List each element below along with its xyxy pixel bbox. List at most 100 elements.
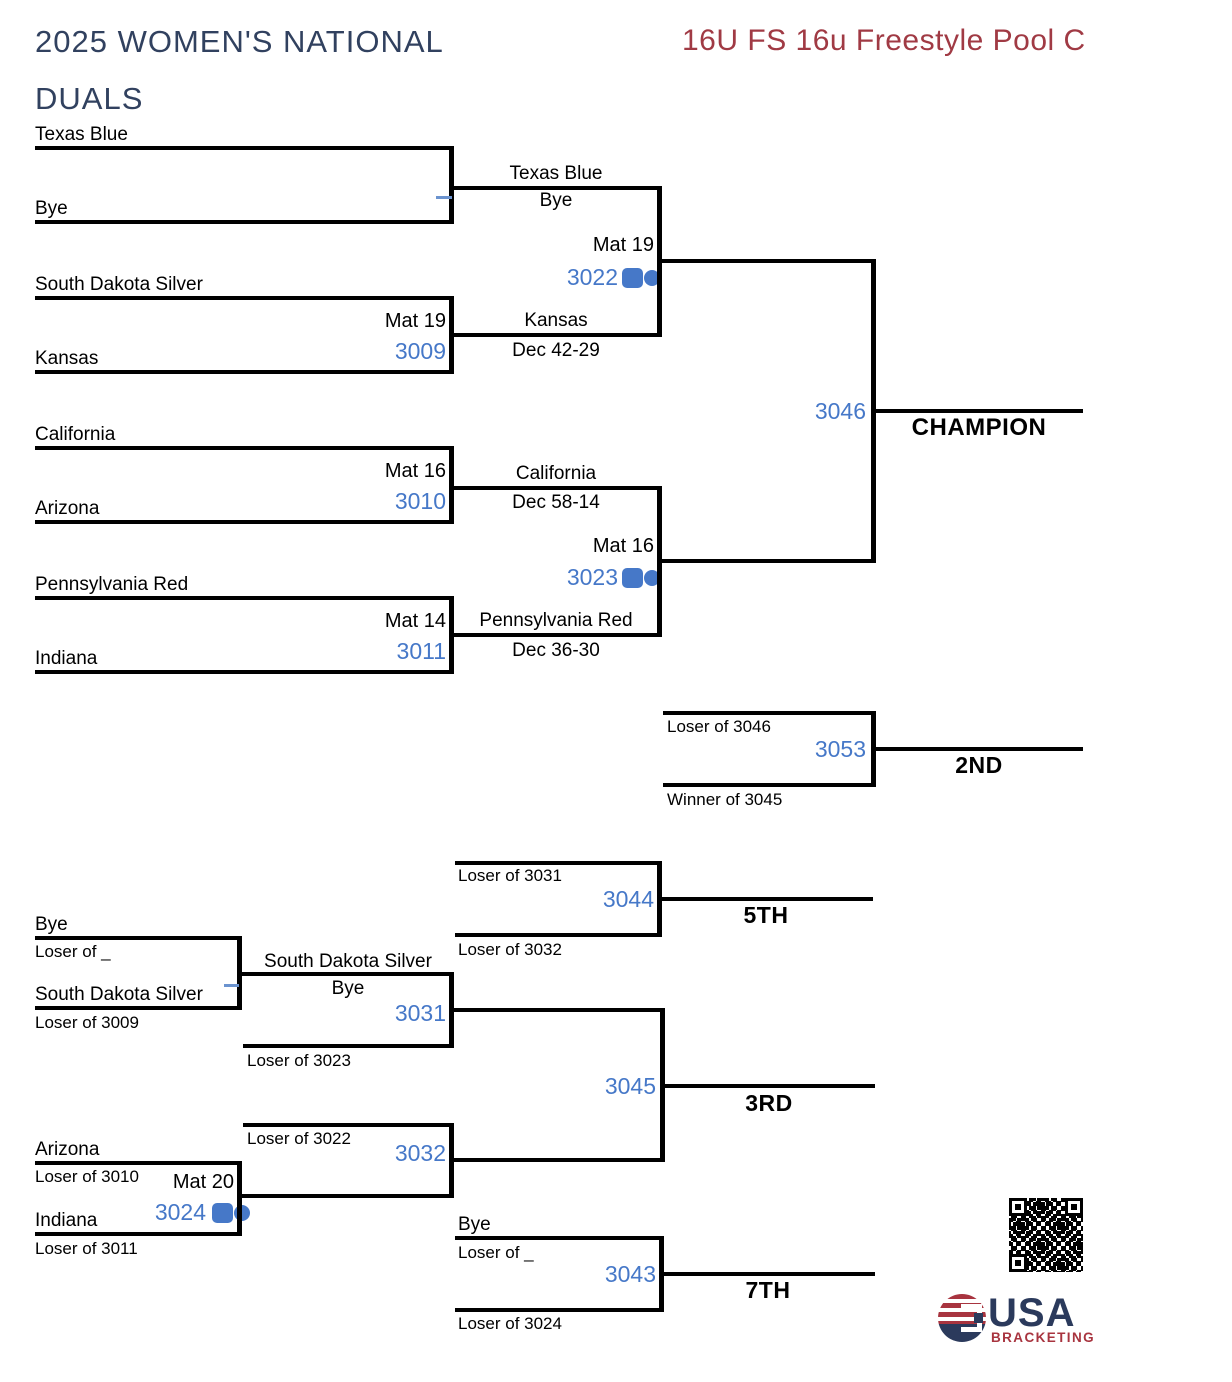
mat-assignment: Mat 19 xyxy=(592,234,654,256)
bracket-line xyxy=(871,711,876,787)
bout-number[interactable]: 3010 xyxy=(394,488,446,514)
bout-number[interactable]: 3011 xyxy=(396,638,446,664)
bracket-line xyxy=(452,633,660,637)
bracket-line xyxy=(455,1236,662,1240)
mat-assignment: Mat 16 xyxy=(384,460,446,482)
team-name: South Dakota Silver xyxy=(35,274,203,295)
slot-label: Winner of 3045 xyxy=(667,790,783,809)
bracket-glyph-icon xyxy=(974,1313,983,1323)
bout-number[interactable]: 3046 xyxy=(814,398,866,424)
video-camera-body-icon xyxy=(622,268,643,288)
video-camera-body-icon xyxy=(212,1203,233,1223)
bracket-line xyxy=(35,1006,240,1010)
slot-label: Loser of 3009 xyxy=(35,1013,139,1032)
bout-number[interactable]: 3053 xyxy=(814,736,866,762)
score-dash xyxy=(436,196,452,199)
result-label: Dec 42-29 xyxy=(512,340,600,361)
champion-line xyxy=(875,409,1083,413)
slot-label: Loser of 3023 xyxy=(247,1051,351,1070)
video-camera-lens-icon xyxy=(644,570,660,586)
qr-finder-icon xyxy=(1009,1254,1027,1272)
video-camera-lens-icon xyxy=(644,270,660,286)
bracket-line xyxy=(455,1308,662,1312)
bracket-line xyxy=(659,1236,664,1312)
bout-number[interactable]: 3032 xyxy=(394,1140,446,1166)
slot-label: Loser of 3032 xyxy=(458,940,562,959)
logo-text-bracketing: BRACKETING xyxy=(991,1330,1095,1345)
bout-number[interactable]: 3024 xyxy=(154,1199,206,1225)
bracket-line xyxy=(660,1008,665,1162)
bracket-line xyxy=(452,1008,663,1012)
bracket-line xyxy=(663,783,875,787)
bracket-line xyxy=(662,1272,875,1276)
bracket-line xyxy=(35,1161,240,1165)
bracket-line xyxy=(660,259,875,263)
bracket-line xyxy=(237,936,242,1010)
result-label: Dec 36-30 xyxy=(512,640,600,661)
bracket-line xyxy=(871,259,876,563)
bout-number[interactable]: 3031 xyxy=(394,1000,446,1026)
bout-number[interactable]: 3043 xyxy=(604,1261,656,1287)
team-name: South Dakota Silver xyxy=(264,951,432,972)
team-name: Pennsylvania Red xyxy=(479,610,633,631)
bracket-line xyxy=(452,333,660,337)
bout-number[interactable]: 3023 xyxy=(566,564,618,590)
team-name: South Dakota Silver xyxy=(35,984,203,1005)
bracket-line xyxy=(35,296,452,300)
result-label: Dec 58-14 xyxy=(512,492,600,513)
bracket-line xyxy=(240,1194,452,1198)
bracket-line xyxy=(35,936,240,940)
logo-text-usa: USA xyxy=(988,1291,1076,1335)
bracket-line xyxy=(875,747,1083,751)
fifth-place-label: 5TH xyxy=(743,902,789,928)
bracket-line xyxy=(35,370,452,374)
bracket-line xyxy=(455,861,660,865)
bracket-line xyxy=(455,933,660,937)
team-name: Bye xyxy=(35,914,68,935)
bracket-line xyxy=(35,596,452,600)
bracket-line xyxy=(243,1044,452,1048)
result-label: Bye xyxy=(331,978,365,999)
bracket-line xyxy=(661,897,873,901)
slot-label: Loser of 3011 xyxy=(35,1239,138,1258)
bracket-line xyxy=(35,446,452,450)
team-name: California xyxy=(35,424,116,445)
qr-finder-icon xyxy=(1065,1198,1083,1216)
bracket-line xyxy=(35,670,452,674)
third-place-label: 3RD xyxy=(745,1090,793,1116)
slot-label: Loser of 3010 xyxy=(35,1167,139,1186)
seventh-place-label: 7TH xyxy=(745,1277,791,1303)
bracket-line xyxy=(449,1123,454,1198)
bout-number[interactable]: 3044 xyxy=(602,886,654,912)
mat-assignment: Mat 16 xyxy=(592,535,654,557)
video-camera-body-icon xyxy=(622,568,643,588)
second-place-label: 2ND xyxy=(955,752,1003,778)
team-name: Texas Blue xyxy=(509,163,603,184)
team-name: Kansas xyxy=(35,348,99,369)
bracket-line xyxy=(35,1232,240,1236)
slot-label: Loser of _ xyxy=(458,1243,534,1262)
slot-label: Loser of 3024 xyxy=(458,1314,562,1333)
bracket-line xyxy=(452,186,660,190)
mat-assignment: Mat 20 xyxy=(172,1171,234,1193)
slot-label: Loser of 3046 xyxy=(667,717,771,736)
team-name: Kansas xyxy=(524,310,588,331)
bracket-line xyxy=(660,559,875,563)
bracket-line xyxy=(243,1123,452,1127)
qr-finder-icon xyxy=(1009,1198,1027,1216)
bout-number[interactable]: 3045 xyxy=(604,1073,656,1099)
pool-title: 16U FS 16u Freestyle Pool C xyxy=(682,24,1086,57)
slot-label: Loser of 3031 xyxy=(458,866,562,885)
mat-assignment: Mat 14 xyxy=(384,610,446,632)
team-name: Indiana xyxy=(35,1210,98,1231)
team-name: Pennsylvania Red xyxy=(35,574,189,595)
team-name: Arizona xyxy=(35,498,100,519)
bracket-line xyxy=(449,596,454,674)
page-title-line2: DUALS xyxy=(35,81,144,116)
mat-assignment: Mat 19 xyxy=(384,310,446,332)
bracket-line xyxy=(449,146,454,224)
bracket-line xyxy=(663,711,875,715)
team-name: Bye xyxy=(35,198,68,219)
bout-number[interactable]: 3009 xyxy=(394,338,446,364)
bout-number[interactable]: 3022 xyxy=(566,264,618,290)
